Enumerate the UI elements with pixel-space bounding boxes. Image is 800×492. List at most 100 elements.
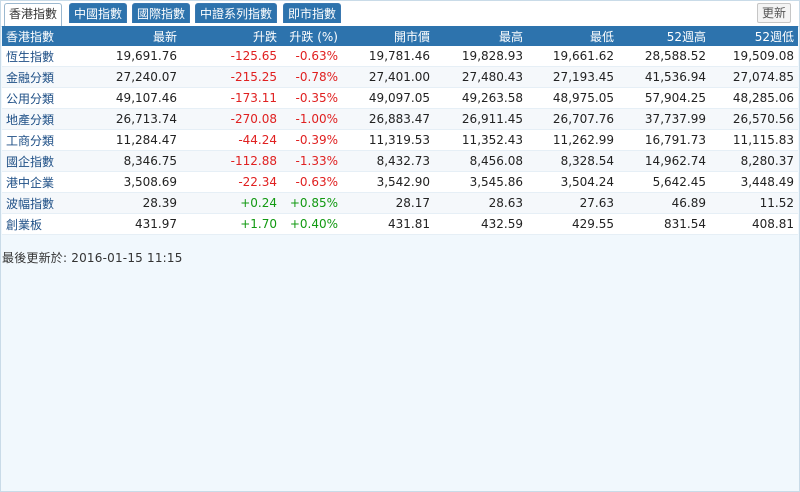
table-row: 創業板 431.97 +1.70 +0.40% 431.81 432.59 429.55 83… xyxy=(2,213,798,235)
cell-change-pct: +0.40% xyxy=(281,213,342,235)
table-row: 金融分類 27,240.07 -215.25 -0.78% 27,401.00 27,48… xyxy=(2,66,798,88)
last-updated-text: 最後更新於: 2016-01-15 11:15 xyxy=(2,251,183,265)
cell-latest: 431.97 xyxy=(95,213,181,235)
cell-index-name[interactable]: 工商分類 xyxy=(2,129,95,151)
cell-low: 3,504.24 xyxy=(527,171,618,193)
cell-change: -173.11 xyxy=(181,87,281,109)
cell-open: 26,883.47 xyxy=(342,108,434,130)
tab-international-indices[interactable]: 國際指數 xyxy=(132,3,191,23)
col-header-latest: 最新 xyxy=(95,26,181,46)
cell-latest: 3,508.69 xyxy=(95,171,181,193)
cell-52w-high: 16,791.73 xyxy=(618,129,710,151)
tab-realtime-indices[interactable]: 即市指數 xyxy=(283,3,342,23)
cell-index-name[interactable]: 地產分類 xyxy=(2,108,95,130)
cell-index-name[interactable]: 國企指數 xyxy=(2,150,95,172)
col-header-index: 香港指數 xyxy=(2,26,95,46)
cell-index-name[interactable]: 公用分類 xyxy=(2,87,95,109)
cell-open: 19,781.46 xyxy=(342,46,434,67)
cell-low: 27,193.45 xyxy=(527,66,618,88)
cell-52w-low: 3,448.49 xyxy=(710,171,798,193)
table-row: 工商分類 11,284.47 -44.24 -0.39% 11,319.53 11,352… xyxy=(2,129,798,151)
cell-change: -215.25 xyxy=(181,66,281,88)
table-row: 恆生指數 19,691.76 -125.65 -0.63% 19,781.46 19,82… xyxy=(2,46,798,67)
cell-52w-high: 28,588.52 xyxy=(618,46,710,67)
cell-index-name[interactable]: 港中企業 xyxy=(2,171,95,193)
cell-change: -125.65 xyxy=(181,46,281,67)
table-header-row: 香港指數 最新 升跌 升跌 (%) 開市價 最高 最低 52週高 52週低 xyxy=(2,26,798,46)
cell-low: 48,975.05 xyxy=(527,87,618,109)
cell-latest: 26,713.74 xyxy=(95,108,181,130)
cell-low: 11,262.99 xyxy=(527,129,618,151)
cell-52w-low: 408.81 xyxy=(710,213,798,235)
cell-change-pct: -0.63% xyxy=(281,171,342,193)
cell-index-name[interactable]: 金融分類 xyxy=(2,66,95,88)
cell-open: 11,319.53 xyxy=(342,129,434,151)
cell-index-name[interactable]: 恆生指數 xyxy=(2,46,95,67)
cell-high: 49,263.58 xyxy=(434,87,527,109)
cell-change: +0.24 xyxy=(181,192,281,214)
col-header-52w-low: 52週低 xyxy=(710,26,798,46)
cell-change-pct: -0.63% xyxy=(281,46,342,67)
cell-latest: 28.39 xyxy=(95,192,181,214)
cell-high: 11,352.43 xyxy=(434,129,527,151)
cell-low: 26,707.76 xyxy=(527,108,618,130)
cell-change-pct: -1.00% xyxy=(281,108,342,130)
cell-open: 8,432.73 xyxy=(342,150,434,172)
cell-change: +1.70 xyxy=(181,213,281,235)
cell-low: 27.63 xyxy=(527,192,618,214)
tab-china-indices[interactable]: 中國指數 xyxy=(69,3,128,23)
cell-52w-high: 46.89 xyxy=(618,192,710,214)
refresh-button[interactable]: 更新 xyxy=(756,3,791,23)
cell-latest: 11,284.47 xyxy=(95,129,181,151)
cell-low: 429.55 xyxy=(527,213,618,235)
cell-latest: 49,107.46 xyxy=(95,87,181,109)
cell-change-pct: -0.39% xyxy=(281,129,342,151)
col-header-change: 升跌 xyxy=(181,26,281,46)
cell-52w-low: 8,280.37 xyxy=(710,150,798,172)
cell-open: 27,401.00 xyxy=(342,66,434,88)
cell-change-pct: -1.33% xyxy=(281,150,342,172)
col-header-open: 開市價 xyxy=(342,26,434,46)
cell-latest: 19,691.76 xyxy=(95,46,181,67)
cell-52w-low: 48,285.06 xyxy=(710,87,798,109)
col-header-change-pct: 升跌 (%) xyxy=(281,26,342,46)
tab-csi-series-indices[interactable]: 中證系列指數 xyxy=(195,3,278,23)
cell-52w-high: 57,904.25 xyxy=(618,87,710,109)
cell-52w-high: 41,536.94 xyxy=(618,66,710,88)
cell-52w-low: 26,570.56 xyxy=(710,108,798,130)
cell-change: -270.08 xyxy=(181,108,281,130)
index-table: 香港指數 最新 升跌 升跌 (%) 開市價 最高 最低 52週高 52週低 恆生… xyxy=(2,26,798,235)
cell-52w-low: 11,115.83 xyxy=(710,129,798,151)
cell-low: 8,328.54 xyxy=(527,150,618,172)
cell-52w-high: 831.54 xyxy=(618,213,710,235)
cell-high: 26,911.45 xyxy=(434,108,527,130)
cell-open: 431.81 xyxy=(342,213,434,235)
cell-high: 432.59 xyxy=(434,213,527,235)
table-row: 波幅指數 28.39 +0.24 +0.85% 28.17 28.63 27.63 46.89… xyxy=(2,192,798,214)
tab-bar: 香港指數 中國指數 國際指數 中證系列指數 即市指數 更新 xyxy=(1,1,799,27)
cell-high: 19,828.93 xyxy=(434,46,527,67)
cell-52w-high: 37,737.99 xyxy=(618,108,710,130)
cell-low: 19,661.62 xyxy=(527,46,618,67)
cell-52w-high: 5,642.45 xyxy=(618,171,710,193)
table-row: 國企指數 8,346.75 -112.88 -1.33% 8,432.73 8,456.0… xyxy=(2,150,798,172)
cell-index-name[interactable]: 創業板 xyxy=(2,213,95,235)
cell-52w-low: 11.52 xyxy=(710,192,798,214)
cell-open: 49,097.05 xyxy=(342,87,434,109)
cell-change-pct: -0.35% xyxy=(281,87,342,109)
cell-open: 28.17 xyxy=(342,192,434,214)
table-row: 地產分類 26,713.74 -270.08 -1.00% 26,883.47 26,91… xyxy=(2,108,798,130)
cell-change-pct: +0.85% xyxy=(281,192,342,214)
cell-index-name[interactable]: 波幅指數 xyxy=(2,192,95,214)
col-header-high: 最高 xyxy=(434,26,527,46)
cell-high: 28.63 xyxy=(434,192,527,214)
cell-change: -44.24 xyxy=(181,129,281,151)
cell-change-pct: -0.78% xyxy=(281,66,342,88)
cell-change: -22.34 xyxy=(181,171,281,193)
cell-latest: 27,240.07 xyxy=(95,66,181,88)
cell-latest: 8,346.75 xyxy=(95,150,181,172)
tab-hk-indices[interactable]: 香港指數 xyxy=(4,3,63,26)
cell-52w-low: 19,509.08 xyxy=(710,46,798,67)
cell-high: 27,480.43 xyxy=(434,66,527,88)
